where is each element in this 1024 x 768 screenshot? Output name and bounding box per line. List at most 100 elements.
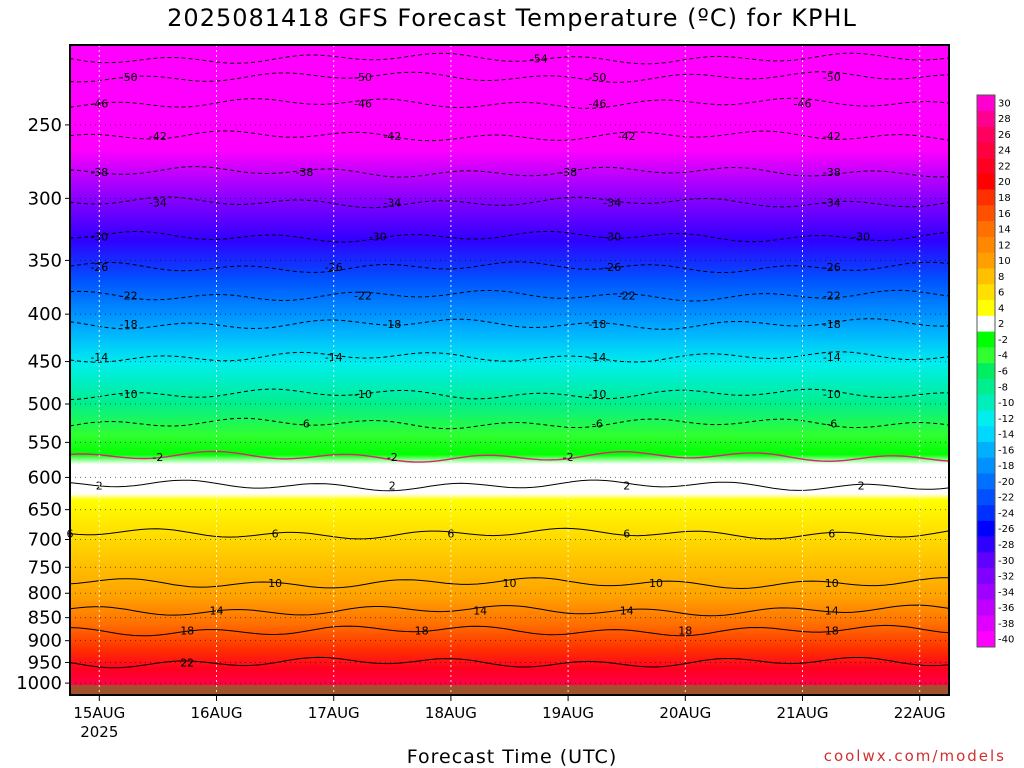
isotherm-label: -30 <box>369 231 387 244</box>
isotherm-label: -34 <box>149 196 167 209</box>
isotherm-label: 18 <box>825 625 839 638</box>
isotherm-label: 2 <box>623 479 630 492</box>
isotherm-label: -46 <box>794 97 812 110</box>
x-tick-label: 16AUG <box>191 704 243 722</box>
colorbar-label: -38 <box>998 619 1014 630</box>
isotherm-label: 10 <box>503 577 517 590</box>
isotherm-label: 6 <box>828 528 835 541</box>
colorbar-label: 18 <box>998 193 1011 204</box>
colorbar-swatch <box>977 426 995 443</box>
isotherm-label: -30 <box>603 231 621 244</box>
colorbar-swatch <box>977 205 995 222</box>
x-tick-sublabel: 2025 <box>80 723 118 741</box>
colorbar-label: -32 <box>998 572 1014 583</box>
isotherm-label: -22 <box>823 290 841 303</box>
y-tick-label: 600 <box>28 467 62 488</box>
colorbar-swatch <box>977 568 995 585</box>
isotherm-label: -14 <box>325 351 343 364</box>
colorbar-label: -4 <box>998 351 1008 362</box>
colorbar-swatch <box>977 536 995 553</box>
isotherm-label: 6 <box>272 528 279 541</box>
colorbar-label: 4 <box>998 303 1004 314</box>
isotherm-label: 6 <box>447 528 454 541</box>
colorbar-swatch <box>977 410 995 427</box>
isotherm-label: -42 <box>618 130 636 143</box>
isotherm-label: -18 <box>823 318 841 331</box>
isotherm-label: 18 <box>180 625 194 638</box>
y-tick-label: 850 <box>28 608 62 629</box>
colorbar-swatch <box>977 552 995 569</box>
isotherm-label: -2 <box>152 451 163 464</box>
colorbar-swatch <box>977 363 995 380</box>
isotherm-label: -34 <box>603 196 621 209</box>
isotherm-label: -42 <box>383 130 401 143</box>
colorbar-frame <box>976 94 996 648</box>
colorbar-swatch <box>977 315 995 332</box>
isotherm-label: 6 <box>623 528 630 541</box>
colorbar-label: -14 <box>998 430 1014 441</box>
colorbar-label: -30 <box>998 556 1014 567</box>
colorbar-label: -20 <box>998 477 1014 488</box>
isotherm-label: -26 <box>325 261 343 274</box>
colorbar-swatch <box>977 236 995 254</box>
colorbar-label: -22 <box>998 493 1014 504</box>
isotherm-label: -6 <box>826 418 837 431</box>
isotherm-label: -14 <box>90 351 108 364</box>
y-tick-label: 500 <box>28 394 62 415</box>
y-tick-label: 550 <box>28 432 62 453</box>
isotherm-label: -46 <box>588 97 606 110</box>
isotherm-label: -6 <box>592 418 603 431</box>
isotherm-22 <box>69 656 950 669</box>
isotherm-label: -10 <box>823 388 841 401</box>
colorbar-label: -6 <box>998 367 1008 378</box>
colorbar-swatch <box>977 268 995 285</box>
isotherm-label: -42 <box>823 130 841 143</box>
colorbar-label: 10 <box>998 256 1011 267</box>
chart-title: 2025081418 GFS Forecast Temperature (ºC)… <box>167 4 857 32</box>
colorbar-swatch <box>977 347 995 364</box>
colorbar-label: -8 <box>998 382 1008 393</box>
y-tick-label: 250 <box>28 115 62 136</box>
colorbar-swatch <box>977 520 995 537</box>
isotherm-label: -6 <box>299 418 310 431</box>
isotherm-label: -38 <box>295 166 313 179</box>
colorbar-swatch <box>977 473 995 490</box>
colorbar-label: -12 <box>998 414 1014 425</box>
isotherm-label: -46 <box>90 97 108 110</box>
isotherm-label: -18 <box>120 318 138 331</box>
colorbar-label: -16 <box>998 445 1014 456</box>
colorbar-label: 14 <box>998 225 1011 236</box>
isotherm--46 <box>69 97 950 109</box>
x-tick-label: 18AUG <box>425 704 477 722</box>
y-tick-label: 650 <box>28 500 62 521</box>
x-axis-label: Forecast Time (UTC) <box>406 746 618 768</box>
temperature-field <box>70 45 949 695</box>
colorbar-swatch <box>977 631 995 648</box>
isotherm-label: -30 <box>852 231 870 244</box>
isotherm-label: -54 <box>530 53 548 66</box>
colorbar-swatch <box>977 158 995 175</box>
credit-text[interactable]: coolwx.com/models <box>823 747 1006 765</box>
y-tick-label: 300 <box>28 188 62 209</box>
isotherm-label: -2 <box>387 451 398 464</box>
isotherm-label: 14 <box>620 605 634 618</box>
isotherm-label: 2 <box>389 479 396 492</box>
x-tick-label: 17AUG <box>308 704 360 722</box>
colorbar-label: -18 <box>998 461 1014 472</box>
colorbar-label: 2 <box>998 319 1004 330</box>
isotherm-label: -38 <box>559 166 577 179</box>
colorbar-swatch <box>977 331 995 348</box>
isotherm-label: -14 <box>823 351 841 364</box>
y-tick-label: 1000 <box>16 673 62 694</box>
isotherm-label: 2 <box>858 479 865 492</box>
colorbar-swatch <box>977 95 995 112</box>
colorbar-swatch <box>977 583 995 600</box>
colorbar-swatch <box>977 457 995 474</box>
isotherm-label: -26 <box>823 261 841 274</box>
x-tick-label: 22AUG <box>894 704 946 722</box>
isotherm-label: -10 <box>354 388 372 401</box>
x-tick-label: 21AUG <box>777 704 829 722</box>
colorbar-label: -24 <box>998 508 1014 519</box>
y-tick-label: 750 <box>28 557 62 578</box>
